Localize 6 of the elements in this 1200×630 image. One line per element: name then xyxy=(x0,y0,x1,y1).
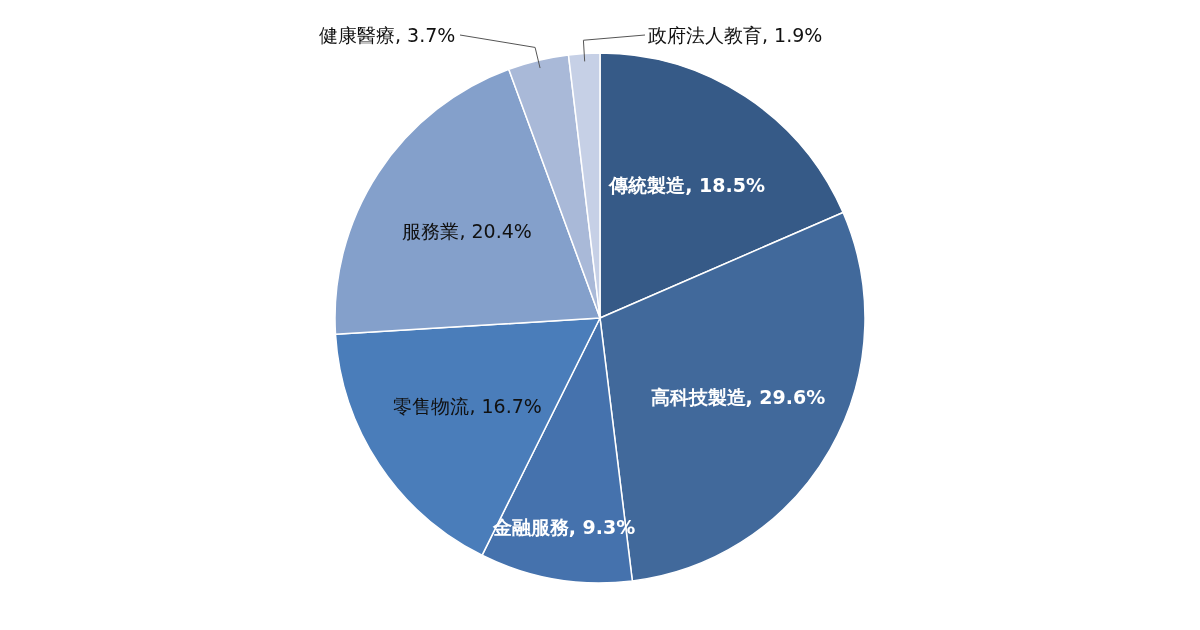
slice-label: 服務業, 20.4% xyxy=(402,219,532,244)
slice-label: 健康醫療, 3.7% xyxy=(319,23,456,48)
slice-label: 零售物流, 16.7% xyxy=(393,393,542,419)
slice-label: 高科技製造, 29.6% xyxy=(650,384,826,410)
slice-label: 政府法人教育, 1.9% xyxy=(648,23,823,48)
slice-label: 傳統製造, 18.5% xyxy=(609,173,765,199)
